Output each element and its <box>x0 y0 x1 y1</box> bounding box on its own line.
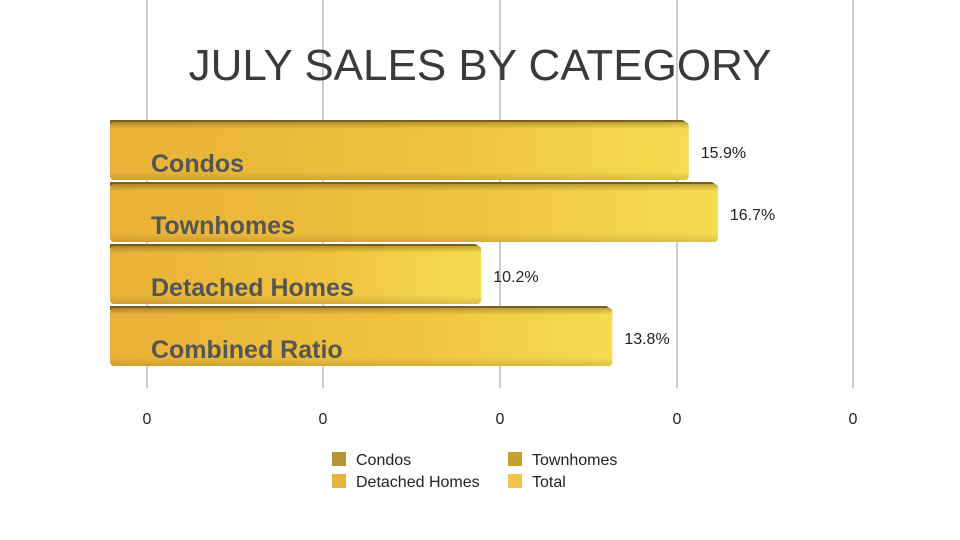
value-label: 10.2% <box>493 269 538 286</box>
x-tick-label: 0 <box>319 411 328 428</box>
category-label: Townhomes <box>151 212 295 240</box>
legend-swatch <box>508 474 522 488</box>
category-label: Detached Homes <box>151 274 354 302</box>
bars: Condos 15.9% Townhomes 16.7% Detached Homes 1… <box>110 120 775 366</box>
bar-shading <box>110 184 718 242</box>
x-tick-label: 0 <box>849 411 858 428</box>
value-label: 15.9% <box>701 145 746 162</box>
legend: Condos Townhomes Detached Homes Total <box>332 452 617 491</box>
bar-shading <box>110 122 689 180</box>
legend-label: Detached Homes <box>356 474 480 491</box>
value-label: 13.8% <box>624 331 669 348</box>
x-tick-label: 0 <box>673 411 682 428</box>
bar-group: Detached Homes 10.2% <box>110 244 539 304</box>
x-axis-ticks: 0 0 0 0 0 <box>143 411 858 428</box>
legend-label: Townhomes <box>532 452 617 469</box>
x-tick-label: 0 <box>143 411 152 428</box>
legend-swatch <box>332 474 346 488</box>
bar-group: Townhomes 16.7% <box>110 182 775 242</box>
bar-group: Condos 15.9% <box>110 120 746 180</box>
legend-swatch <box>508 452 522 466</box>
bar-shading <box>110 246 482 304</box>
chart-title: JULY SALES BY CATEGORY <box>189 41 772 90</box>
x-tick-label: 0 <box>496 411 505 428</box>
legend-label: Condos <box>356 452 411 469</box>
value-label: 16.7% <box>730 207 775 224</box>
bar-group: Combined Ratio 13.8% <box>110 306 670 366</box>
category-label: Combined Ratio <box>151 336 343 364</box>
bar-shading <box>110 308 613 366</box>
legend-label: Total <box>532 474 566 491</box>
legend-swatch <box>332 452 346 466</box>
category-label: Condos <box>151 150 244 178</box>
